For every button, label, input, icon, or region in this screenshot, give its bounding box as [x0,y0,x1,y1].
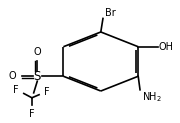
Text: NH$_2$: NH$_2$ [142,90,162,104]
Text: Br: Br [105,8,116,18]
Text: F: F [44,87,49,97]
Text: O: O [33,47,41,57]
Text: S: S [34,70,41,83]
Text: O: O [9,71,17,81]
Text: F: F [13,85,18,95]
Text: OH: OH [159,42,174,52]
Text: F: F [29,109,35,119]
